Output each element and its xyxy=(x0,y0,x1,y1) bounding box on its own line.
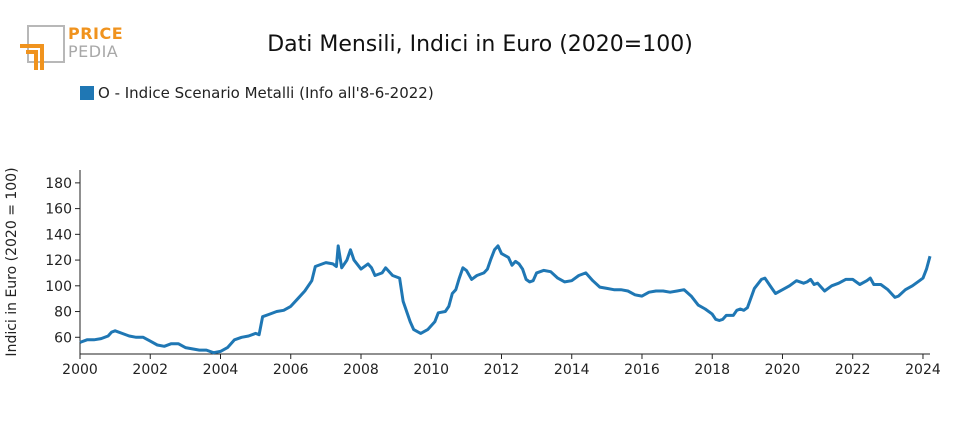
y-tick-label: 60 xyxy=(54,330,72,346)
x-tick-label: 2018 xyxy=(694,362,730,378)
series-layer xyxy=(79,244,932,355)
x-tick-label: 2000 xyxy=(62,362,98,378)
logo-text-price: PRICE xyxy=(68,24,124,43)
chart-legend: O - Indice Scenario Metalli (Info all'8-… xyxy=(80,84,434,102)
y-tick-label: 180 xyxy=(45,176,72,192)
y-tick-label: 120 xyxy=(45,253,72,269)
y-tick-label: 80 xyxy=(54,305,72,321)
legend-label: O - Indice Scenario Metalli (Info all'8-… xyxy=(98,84,434,102)
y-axis: 60 80 100 120 140 160 180 xyxy=(45,170,81,354)
x-tick-label: 2020 xyxy=(765,362,801,378)
x-tick-label: 2010 xyxy=(413,362,449,378)
y-tick-label: 140 xyxy=(45,227,72,243)
x-tick-label: 2008 xyxy=(343,362,379,378)
x-tick-label: 2022 xyxy=(835,362,871,378)
chart-title: Dati Mensili, Indici in Euro (2020=100) xyxy=(267,32,693,57)
y-axis-label: Indici in Euro (2020 = 100) xyxy=(4,167,20,356)
logo-mark-icon xyxy=(20,25,65,70)
x-tick-label: 2024 xyxy=(905,362,941,378)
x-tick-label: 2012 xyxy=(484,362,520,378)
logo-text-pedia: PEDIA xyxy=(68,42,119,61)
legend-swatch xyxy=(80,86,94,100)
pricepedia-logo: PRICE PEDIA xyxy=(18,24,128,74)
x-tick-label: 2014 xyxy=(554,362,590,378)
x-tick-label: 2016 xyxy=(624,362,660,378)
x-tick-label: 2006 xyxy=(273,362,309,378)
y-tick-label: 160 xyxy=(45,202,72,218)
y-tick-label: 100 xyxy=(45,279,72,295)
series-line xyxy=(79,244,932,355)
x-tick-label: 2004 xyxy=(203,362,239,378)
x-axis: 2000 2002 2004 2006 2008 2010 2012 2014 2016 2018… xyxy=(62,353,941,378)
x-tick-label: 2002 xyxy=(132,362,168,378)
